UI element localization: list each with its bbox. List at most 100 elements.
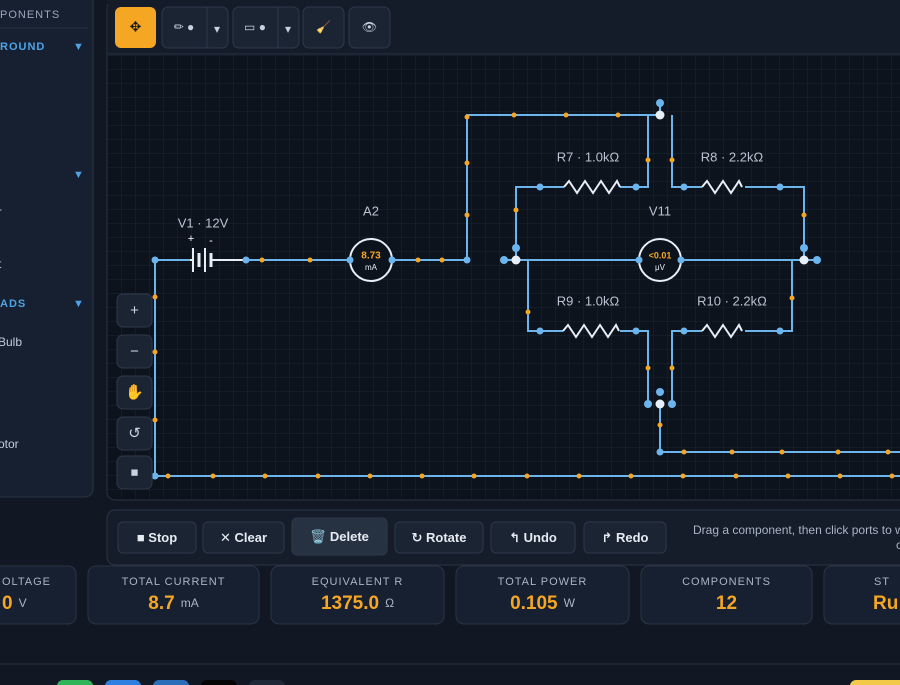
- stat-number: 0.105: [510, 593, 558, 614]
- stat-label: TOTAL CURRENT: [122, 576, 226, 588]
- stat-card: [640, 565, 813, 625]
- stat-unit: V: [19, 596, 27, 610]
- dock-item[interactable]: [850, 680, 900, 685]
- action-buttons: ■ Stop ✕ Clear 🗑️ Delete ↻ Rotate ↰ Undo ↱ Re…: [117, 517, 667, 556]
- stat-label: COMPONENTS: [682, 576, 771, 588]
- port-dots: [151, 99, 895, 480]
- stat-value: 1375.0 Ω: [321, 593, 394, 614]
- tool-button[interactable]: [115, 7, 156, 48]
- zoom-button[interactable]: [116, 334, 153, 369]
- action-button[interactable]: [490, 521, 576, 554]
- action-button[interactable]: [394, 521, 484, 554]
- zoom-button[interactable]: [116, 455, 153, 490]
- zoom-icon[interactable]: +: [130, 302, 139, 319]
- battery[interactable]: [190, 248, 246, 272]
- meter-unit: μV: [655, 263, 666, 272]
- zoom-button[interactable]: [116, 375, 153, 410]
- stat-number: 8.7: [148, 593, 174, 614]
- stat-card: [455, 565, 630, 625]
- dock-item[interactable]: [57, 680, 93, 685]
- action-label[interactable]: ↻ Rotate: [412, 530, 467, 545]
- tool-icon[interactable]: ✏ ●: [174, 20, 195, 34]
- battery-minus: -: [209, 235, 213, 247]
- zoom-icon[interactable]: ↺: [128, 425, 141, 442]
- stat-number: 1375.0: [321, 593, 379, 614]
- tool-button[interactable]: [232, 6, 300, 49]
- tool-icon[interactable]: ▭ ●: [244, 20, 266, 34]
- tool-icon[interactable]: ✥: [130, 19, 142, 35]
- meter-reading: <0.01: [649, 250, 672, 260]
- stat-label: ST: [874, 576, 890, 588]
- component-label: V11: [649, 203, 671, 218]
- action-label[interactable]: 🗑️ Delete: [310, 529, 369, 544]
- stat-unit: W: [564, 596, 576, 610]
- action-button[interactable]: [202, 521, 285, 554]
- stat-card: [270, 565, 445, 625]
- component-label: R10 · 2.2kΩ: [697, 293, 767, 308]
- stat-unit: mA: [181, 596, 199, 610]
- dock-item[interactable]: [153, 680, 189, 685]
- grid: [108, 55, 900, 499]
- zoom-button[interactable]: [116, 293, 153, 328]
- stats: OLTAGE 0 V TOTAL CURRENT 8.7 mA EQUIVALENT R 13…: [0, 565, 900, 625]
- action-button[interactable]: [583, 521, 667, 554]
- action-label[interactable]: ✕ Clear: [220, 530, 267, 545]
- sidebar-item[interactable]: Bulb: [0, 335, 22, 349]
- stat-card: [87, 565, 260, 625]
- sidebar-item[interactable]: otor: [0, 437, 19, 451]
- tool-caret[interactable]: ▾: [285, 22, 291, 36]
- tool-button[interactable]: [161, 6, 229, 49]
- section-arrow[interactable]: ▼: [73, 169, 85, 181]
- hint: c: [896, 538, 900, 552]
- stat-value: 0.105 W: [510, 593, 576, 614]
- sidebar-item[interactable]: -: [0, 202, 2, 216]
- component-label: R9 · 1.0kΩ: [557, 293, 620, 308]
- action-label[interactable]: ↰ Undo: [509, 530, 557, 545]
- zoom-icon[interactable]: ■: [131, 464, 139, 479]
- section-label[interactable]: ADS: [0, 298, 26, 310]
- stat-label: OLTAGE: [2, 576, 51, 588]
- meter-unit: mA: [365, 263, 378, 272]
- battery-plus: +: [188, 233, 194, 245]
- zoom-controls: + − ✋ ↺ ■: [116, 293, 153, 490]
- zoom-button[interactable]: [116, 416, 153, 451]
- zoom-icon[interactable]: ✋: [125, 383, 144, 401]
- stat-label: EQUIVALENT R: [312, 576, 404, 588]
- sidebar-heading: PONENTS: [0, 9, 60, 21]
- meter-reading: 8.73: [361, 251, 381, 262]
- dock-item[interactable]: [201, 680, 237, 685]
- tool-icon[interactable]: 🧹: [316, 20, 331, 34]
- component-label: R7 · 1.0kΩ: [557, 149, 620, 164]
- stat-card: [0, 565, 77, 625]
- tool-caret[interactable]: ▾: [214, 22, 220, 36]
- component-label: A2: [363, 203, 379, 218]
- section-arrow[interactable]: ▼: [73, 298, 85, 310]
- sidebar-item[interactable]: t: [0, 257, 2, 271]
- tool-icon[interactable]: 👁: [362, 20, 377, 34]
- dock-item[interactable]: [105, 680, 141, 685]
- zoom-icon[interactable]: −: [130, 343, 139, 360]
- action-label[interactable]: ↱ Redo: [601, 530, 648, 545]
- action-button[interactable]: [117, 521, 197, 554]
- stat-value: 8.7 mA: [148, 593, 198, 614]
- component-label: V1 · 12V: [178, 215, 229, 230]
- hint: Drag a component, then click ports to w: [693, 523, 900, 537]
- stat-label: TOTAL POWER: [498, 576, 588, 588]
- stat-unit: Ω: [385, 596, 394, 610]
- action-button[interactable]: [291, 517, 388, 556]
- sidebar: [0, 0, 94, 498]
- stat-value: Ru: [873, 593, 898, 614]
- component-label: R8 · 2.2kΩ: [701, 149, 764, 164]
- stat-number: Ru: [873, 593, 898, 614]
- section-label[interactable]: ROUND: [0, 41, 45, 53]
- stat-number: 12: [716, 593, 737, 614]
- section-arrow[interactable]: ▼: [73, 41, 85, 53]
- tool-button[interactable]: [302, 6, 345, 49]
- stat-card: [823, 565, 900, 625]
- tool-button[interactable]: [348, 6, 391, 49]
- stat-value: 12: [716, 593, 737, 614]
- action-label[interactable]: ■ Stop: [137, 530, 177, 545]
- dock-item[interactable]: [249, 680, 285, 685]
